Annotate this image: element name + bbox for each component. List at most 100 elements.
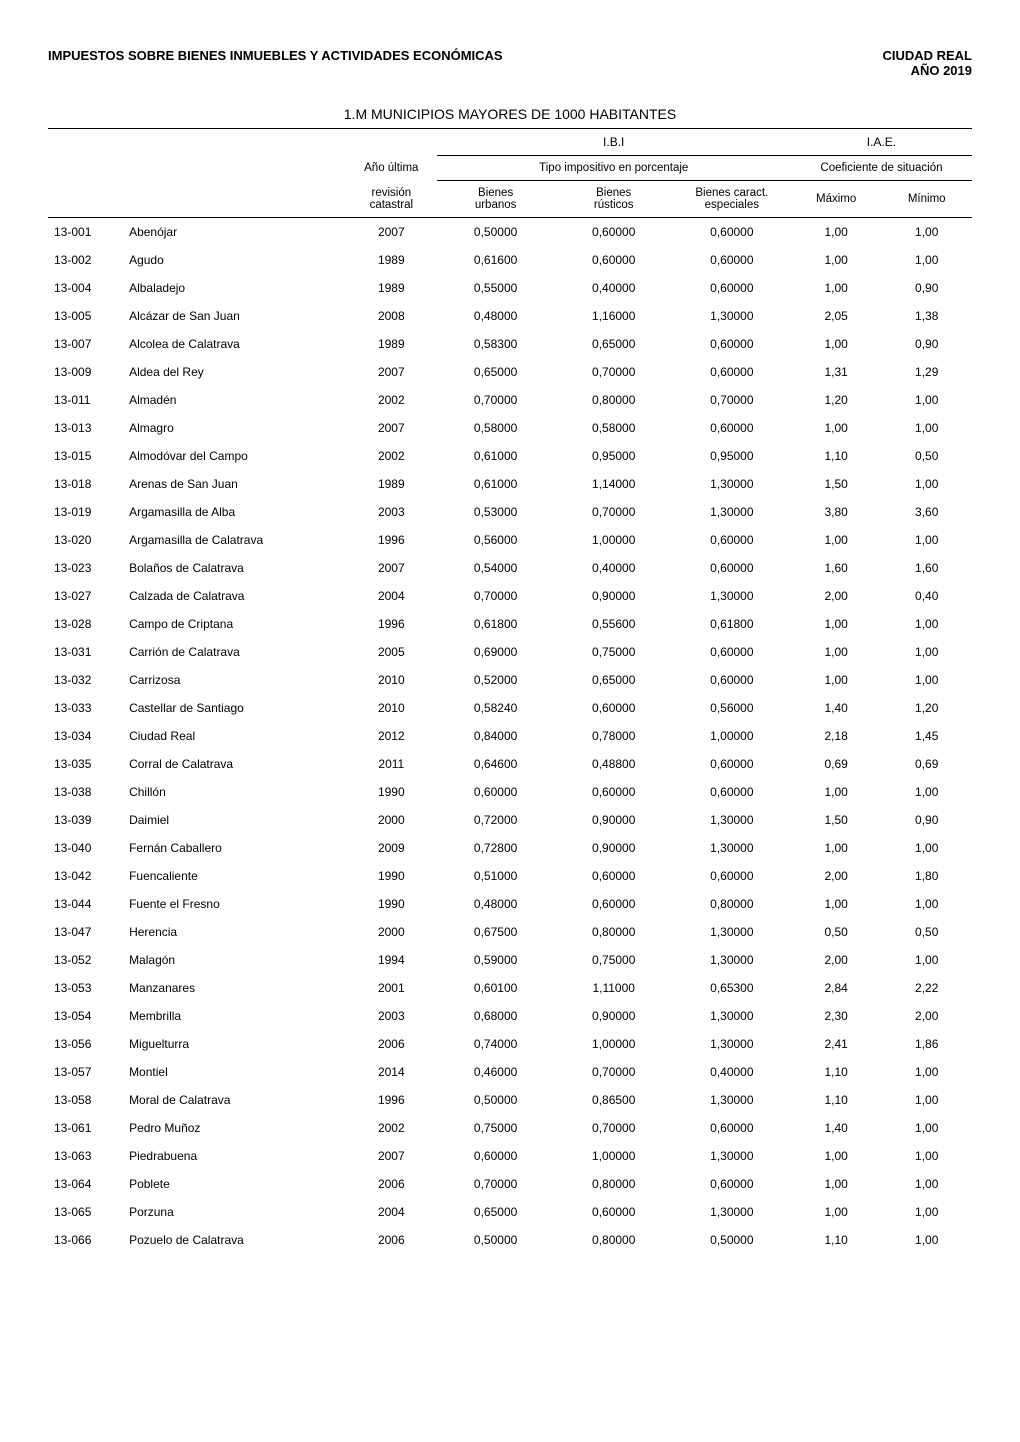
cell-minimo: 1,00 [881,946,972,974]
cell-minimo: 1,00 [881,834,972,862]
cell-especiales: 1,30000 [673,470,791,498]
cell-name: Alcolea de Calatrava [123,330,346,358]
cell-maximo: 1,10 [791,1226,882,1254]
table-row: 13-064Poblete20060,700000,800000,600001,… [48,1170,972,1198]
cell-maximo: 2,00 [791,946,882,974]
cell-rusticos: 0,70000 [555,358,673,386]
cell-name: Daimiel [123,806,346,834]
cell-year: 2002 [346,1114,437,1142]
cell-code: 13-064 [48,1170,123,1198]
cell-year: 2008 [346,302,437,330]
cell-minimo: 0,69 [881,750,972,778]
cell-name: Abenójar [123,218,346,246]
cell-name: Moral de Calatrava [123,1086,346,1114]
cell-maximo: 1,00 [791,834,882,862]
cell-maximo: 1,60 [791,554,882,582]
cell-maximo: 1,10 [791,1086,882,1114]
table-row: 13-056Miguelturra20060,740001,000001,300… [48,1030,972,1058]
cell-minimo: 1,00 [881,414,972,442]
cell-code: 13-061 [48,1114,123,1142]
cell-maximo: 1,00 [791,1142,882,1170]
cell-rusticos: 0,48800 [555,750,673,778]
table-header: I.B.I I.A.E. Año última Tipo impositivo … [48,129,972,218]
cell-maximo: 1,00 [791,638,882,666]
cell-name: Bolaños de Calatrava [123,554,346,582]
cell-year: 2003 [346,1002,437,1030]
cell-year: 2007 [346,358,437,386]
bienes-rusticos-header: Bienes rústicos [555,181,673,218]
table-row: 13-027Calzada de Calatrava20040,700000,9… [48,582,972,610]
cell-maximo: 1,00 [791,890,882,918]
header-year: AÑO 2019 [882,63,972,78]
cell-year: 1996 [346,610,437,638]
cell-maximo: 1,10 [791,1058,882,1086]
revision-catastral-header: revisión catastral [346,181,437,218]
cell-rusticos: 0,90000 [555,834,673,862]
cell-year: 2000 [346,806,437,834]
cell-name: Alcázar de San Juan [123,302,346,330]
cell-rusticos: 0,60000 [555,1198,673,1226]
table-row: 13-057Montiel20140,460000,700000,400001,… [48,1058,972,1086]
cell-especiales: 0,80000 [673,890,791,918]
maximo-header: Máximo [791,181,882,218]
cell-maximo: 1,00 [791,414,882,442]
table-row: 13-031Carrión de Calatrava20050,690000,7… [48,638,972,666]
cell-minimo: 1,00 [881,1198,972,1226]
cell-name: Membrilla [123,1002,346,1030]
table-row: 13-040Fernán Caballero20090,728000,90000… [48,834,972,862]
cell-urbanos: 0,51000 [437,862,555,890]
cell-year: 2001 [346,974,437,1002]
cell-maximo: 1,20 [791,386,882,414]
cell-maximo: 1,40 [791,694,882,722]
cell-maximo: 1,00 [791,778,882,806]
cell-rusticos: 0,40000 [555,274,673,302]
cell-year: 2006 [346,1226,437,1254]
cell-year: 2007 [346,1142,437,1170]
cell-code: 13-044 [48,890,123,918]
cell-code: 13-053 [48,974,123,1002]
cell-code: 13-004 [48,274,123,302]
cell-name: Agudo [123,246,346,274]
cell-rusticos: 0,65000 [555,330,673,358]
cell-rusticos: 0,80000 [555,1170,673,1198]
cell-year: 2012 [346,722,437,750]
cell-especiales: 0,60000 [673,218,791,246]
cell-urbanos: 0,53000 [437,498,555,526]
cell-minimo: 1,29 [881,358,972,386]
iae-header: I.A.E. [791,129,972,156]
cell-especiales: 0,60000 [673,1170,791,1198]
revision-line-1: revisión [371,187,411,199]
page: IMPUESTOS SOBRE BIENES INMUEBLES Y ACTIV… [0,0,1020,1278]
cell-especiales: 1,30000 [673,1142,791,1170]
cell-especiales: 0,60000 [673,330,791,358]
cell-minimo: 1,00 [881,890,972,918]
cell-minimo: 1,00 [881,1114,972,1142]
cell-name: Chillón [123,778,346,806]
cell-urbanos: 0,54000 [437,554,555,582]
cell-urbanos: 0,58000 [437,414,555,442]
cell-maximo: 2,00 [791,582,882,610]
tipo-impositivo-header: Tipo impositivo en porcentaje [437,156,791,181]
cell-urbanos: 0,56000 [437,526,555,554]
cell-urbanos: 0,65000 [437,1198,555,1226]
cell-minimo: 0,90 [881,274,972,302]
cell-especiales: 1,30000 [673,806,791,834]
cell-year: 2007 [346,554,437,582]
cell-maximo: 3,80 [791,498,882,526]
cell-rusticos: 0,60000 [555,218,673,246]
cell-maximo: 1,00 [791,1198,882,1226]
cell-minimo: 1,00 [881,386,972,414]
bienes-urbanos-header: Bienes urbanos [437,181,555,218]
cell-year: 2014 [346,1058,437,1086]
cell-minimo: 1,00 [881,1226,972,1254]
cell-urbanos: 0,55000 [437,274,555,302]
cell-urbanos: 0,65000 [437,358,555,386]
cell-rusticos: 0,60000 [555,778,673,806]
cell-minimo: 0,50 [881,918,972,946]
cell-urbanos: 0,69000 [437,638,555,666]
cell-year: 2007 [346,218,437,246]
cell-especiales: 0,60000 [673,638,791,666]
cell-name: Almodóvar del Campo [123,442,346,470]
cell-urbanos: 0,52000 [437,666,555,694]
cell-rusticos: 0,86500 [555,1086,673,1114]
